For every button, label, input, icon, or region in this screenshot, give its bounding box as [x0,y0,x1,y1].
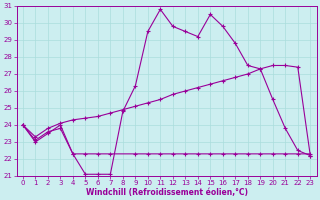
X-axis label: Windchill (Refroidissement éolien,°C): Windchill (Refroidissement éolien,°C) [85,188,248,197]
